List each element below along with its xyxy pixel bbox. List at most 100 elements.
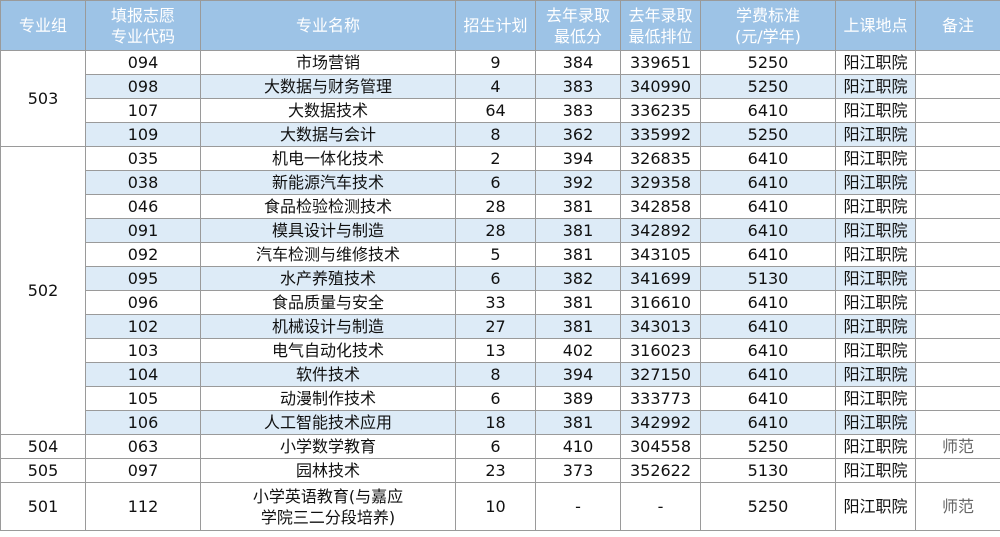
plan-cell: 23 xyxy=(455,458,536,483)
text-line: 大数据与财务管理 xyxy=(263,77,392,96)
text-line: 去年录取 xyxy=(628,5,693,25)
text-line: 机电一体化技术 xyxy=(271,149,384,168)
fee-cell: 6410 xyxy=(700,242,836,267)
location-cell: 阳江职院 xyxy=(835,146,916,171)
table-row: 504 063 小学数学教育 6 410 304558 5250 阳江职院 师范 xyxy=(0,434,1000,459)
location-cell: 阳江职院 xyxy=(835,338,916,363)
min-score-cell: 381 xyxy=(535,194,621,219)
name-cell: 电气自动化技术 xyxy=(200,338,456,363)
min-rank-cell: 342858 xyxy=(620,194,701,219)
plan-cell: 18 xyxy=(455,410,536,435)
header-cell: 填报志愿 专业代码 xyxy=(85,0,201,51)
note-cell xyxy=(915,314,1000,339)
note-cell xyxy=(915,218,1000,243)
code-cell: 095 xyxy=(85,266,201,291)
location-cell: 阳江职院 xyxy=(835,434,916,459)
note-cell xyxy=(915,170,1000,195)
min-score-cell: 362 xyxy=(535,122,621,147)
text-line: 机械设计与制造 xyxy=(271,317,384,336)
min-rank-cell: 329358 xyxy=(620,170,701,195)
table-row: 098 大数据与财务管理 4 383 340990 5250 阳江职院 xyxy=(1,74,1000,99)
code-cell: 102 xyxy=(85,314,201,339)
min-score-cell: 383 xyxy=(535,74,621,99)
fee-cell: 6410 xyxy=(700,290,836,315)
location-cell: 阳江职院 xyxy=(835,314,916,339)
code-cell: 103 xyxy=(85,338,201,363)
plan-cell: 5 xyxy=(455,242,536,267)
table-row: 091 模具设计与制造 28 381 342892 6410 阳江职院 xyxy=(1,218,1000,243)
note-cell xyxy=(915,266,1000,291)
text-line: 专业组 xyxy=(18,16,67,35)
name-cell: 新能源汽车技术 xyxy=(200,170,456,195)
plan-cell: 6 xyxy=(455,386,536,411)
name-cell: 大数据与会计 xyxy=(200,122,456,147)
name-cell: 小学英语教育(与嘉应 学院三二分段培养) xyxy=(200,482,456,531)
plan-cell: 33 xyxy=(455,290,536,315)
text-line: 大数据技术 xyxy=(287,101,368,120)
fee-cell: 5130 xyxy=(700,266,836,291)
name-cell: 小学数学教育 xyxy=(200,434,456,459)
min-score-cell: 392 xyxy=(535,170,621,195)
fee-cell: 6410 xyxy=(700,410,836,435)
min-rank-cell: 343013 xyxy=(620,314,701,339)
min-rank-cell: 304558 xyxy=(620,434,701,459)
plan-cell: 6 xyxy=(455,170,536,195)
fee-cell: 5130 xyxy=(700,458,836,483)
fee-cell: 5250 xyxy=(700,122,836,147)
group-cell: 504 xyxy=(0,434,86,459)
text-line: 新能源汽车技术 xyxy=(271,173,384,192)
fee-cell: 5250 xyxy=(700,482,836,531)
table-row: 102 机械设计与制造 27 381 343013 6410 阳江职院 xyxy=(1,314,1000,339)
min-score-cell: 381 xyxy=(535,290,621,315)
header-cell: 专业名称 xyxy=(200,0,456,51)
note-cell xyxy=(915,410,1000,435)
plan-cell: 8 xyxy=(455,122,536,147)
min-score-cell: 382 xyxy=(535,266,621,291)
text-line: 去年录取 xyxy=(545,5,610,25)
table-row: 106 人工智能技术应用 18 381 342992 6410 阳江职院 xyxy=(1,410,1000,435)
table-row: 503 094 市场营销 9 384 339651 5250 阳江职院 xyxy=(0,50,1000,147)
note-cell xyxy=(915,50,1000,75)
name-cell: 大数据与财务管理 xyxy=(200,74,456,99)
name-cell: 大数据技术 xyxy=(200,98,456,123)
min-rank-cell: - xyxy=(620,482,701,531)
code-cell: 098 xyxy=(85,74,201,99)
min-rank-cell: 326835 xyxy=(620,146,701,171)
min-rank-cell: 316023 xyxy=(620,338,701,363)
location-cell: 阳江职院 xyxy=(835,218,916,243)
min-rank-cell: 342892 xyxy=(620,218,701,243)
header-cell: 备注 xyxy=(915,0,1000,51)
text-line: (元/学年) xyxy=(735,26,801,46)
min-score-cell: 381 xyxy=(535,314,621,339)
group-cell: 503 xyxy=(0,50,86,147)
text-line: 汽车检测与维修技术 xyxy=(255,245,400,264)
location-cell: 阳江职院 xyxy=(835,74,916,99)
min-rank-cell: 340990 xyxy=(620,74,701,99)
code-cell: 038 xyxy=(85,170,201,195)
table-row: 046 食品检验检测技术 28 381 342858 6410 阳江职院 xyxy=(1,194,1000,219)
fee-cell: 6410 xyxy=(700,146,836,171)
text-line: 园林技术 xyxy=(295,461,360,480)
plan-cell: 27 xyxy=(455,314,536,339)
code-cell: 106 xyxy=(85,410,201,435)
table-row: 107 大数据技术 64 383 336235 6410 阳江职院 xyxy=(1,98,1000,123)
min-rank-cell: 339651 xyxy=(620,50,701,75)
text-line: 食品质量与安全 xyxy=(271,293,384,312)
text-line: 备注 xyxy=(941,16,974,35)
plan-cell: 28 xyxy=(455,218,536,243)
min-score-cell: 384 xyxy=(535,50,621,75)
table-row: 505 097 园林技术 23 373 352622 5130 阳江职院 xyxy=(0,458,1000,483)
plan-cell: 13 xyxy=(455,338,536,363)
text-line: 模具设计与制造 xyxy=(271,221,384,240)
text-line: 专业代码 xyxy=(110,26,175,46)
table-row: 105 动漫制作技术 6 389 333773 6410 阳江职院 xyxy=(1,386,1000,411)
text-line: 市场营销 xyxy=(295,53,360,72)
plan-cell: 64 xyxy=(455,98,536,123)
text-line: 软件技术 xyxy=(295,365,360,384)
text-line: 填报志愿 xyxy=(110,5,175,25)
table-row: 501 112 小学英语教育(与嘉应 学院三二分段培养) 10- -5250 阳江职院 师范 xyxy=(0,482,1000,531)
note-cell xyxy=(915,338,1000,363)
min-score-cell: 381 xyxy=(535,218,621,243)
code-cell: 109 xyxy=(85,122,201,147)
fee-cell: 6410 xyxy=(700,170,836,195)
